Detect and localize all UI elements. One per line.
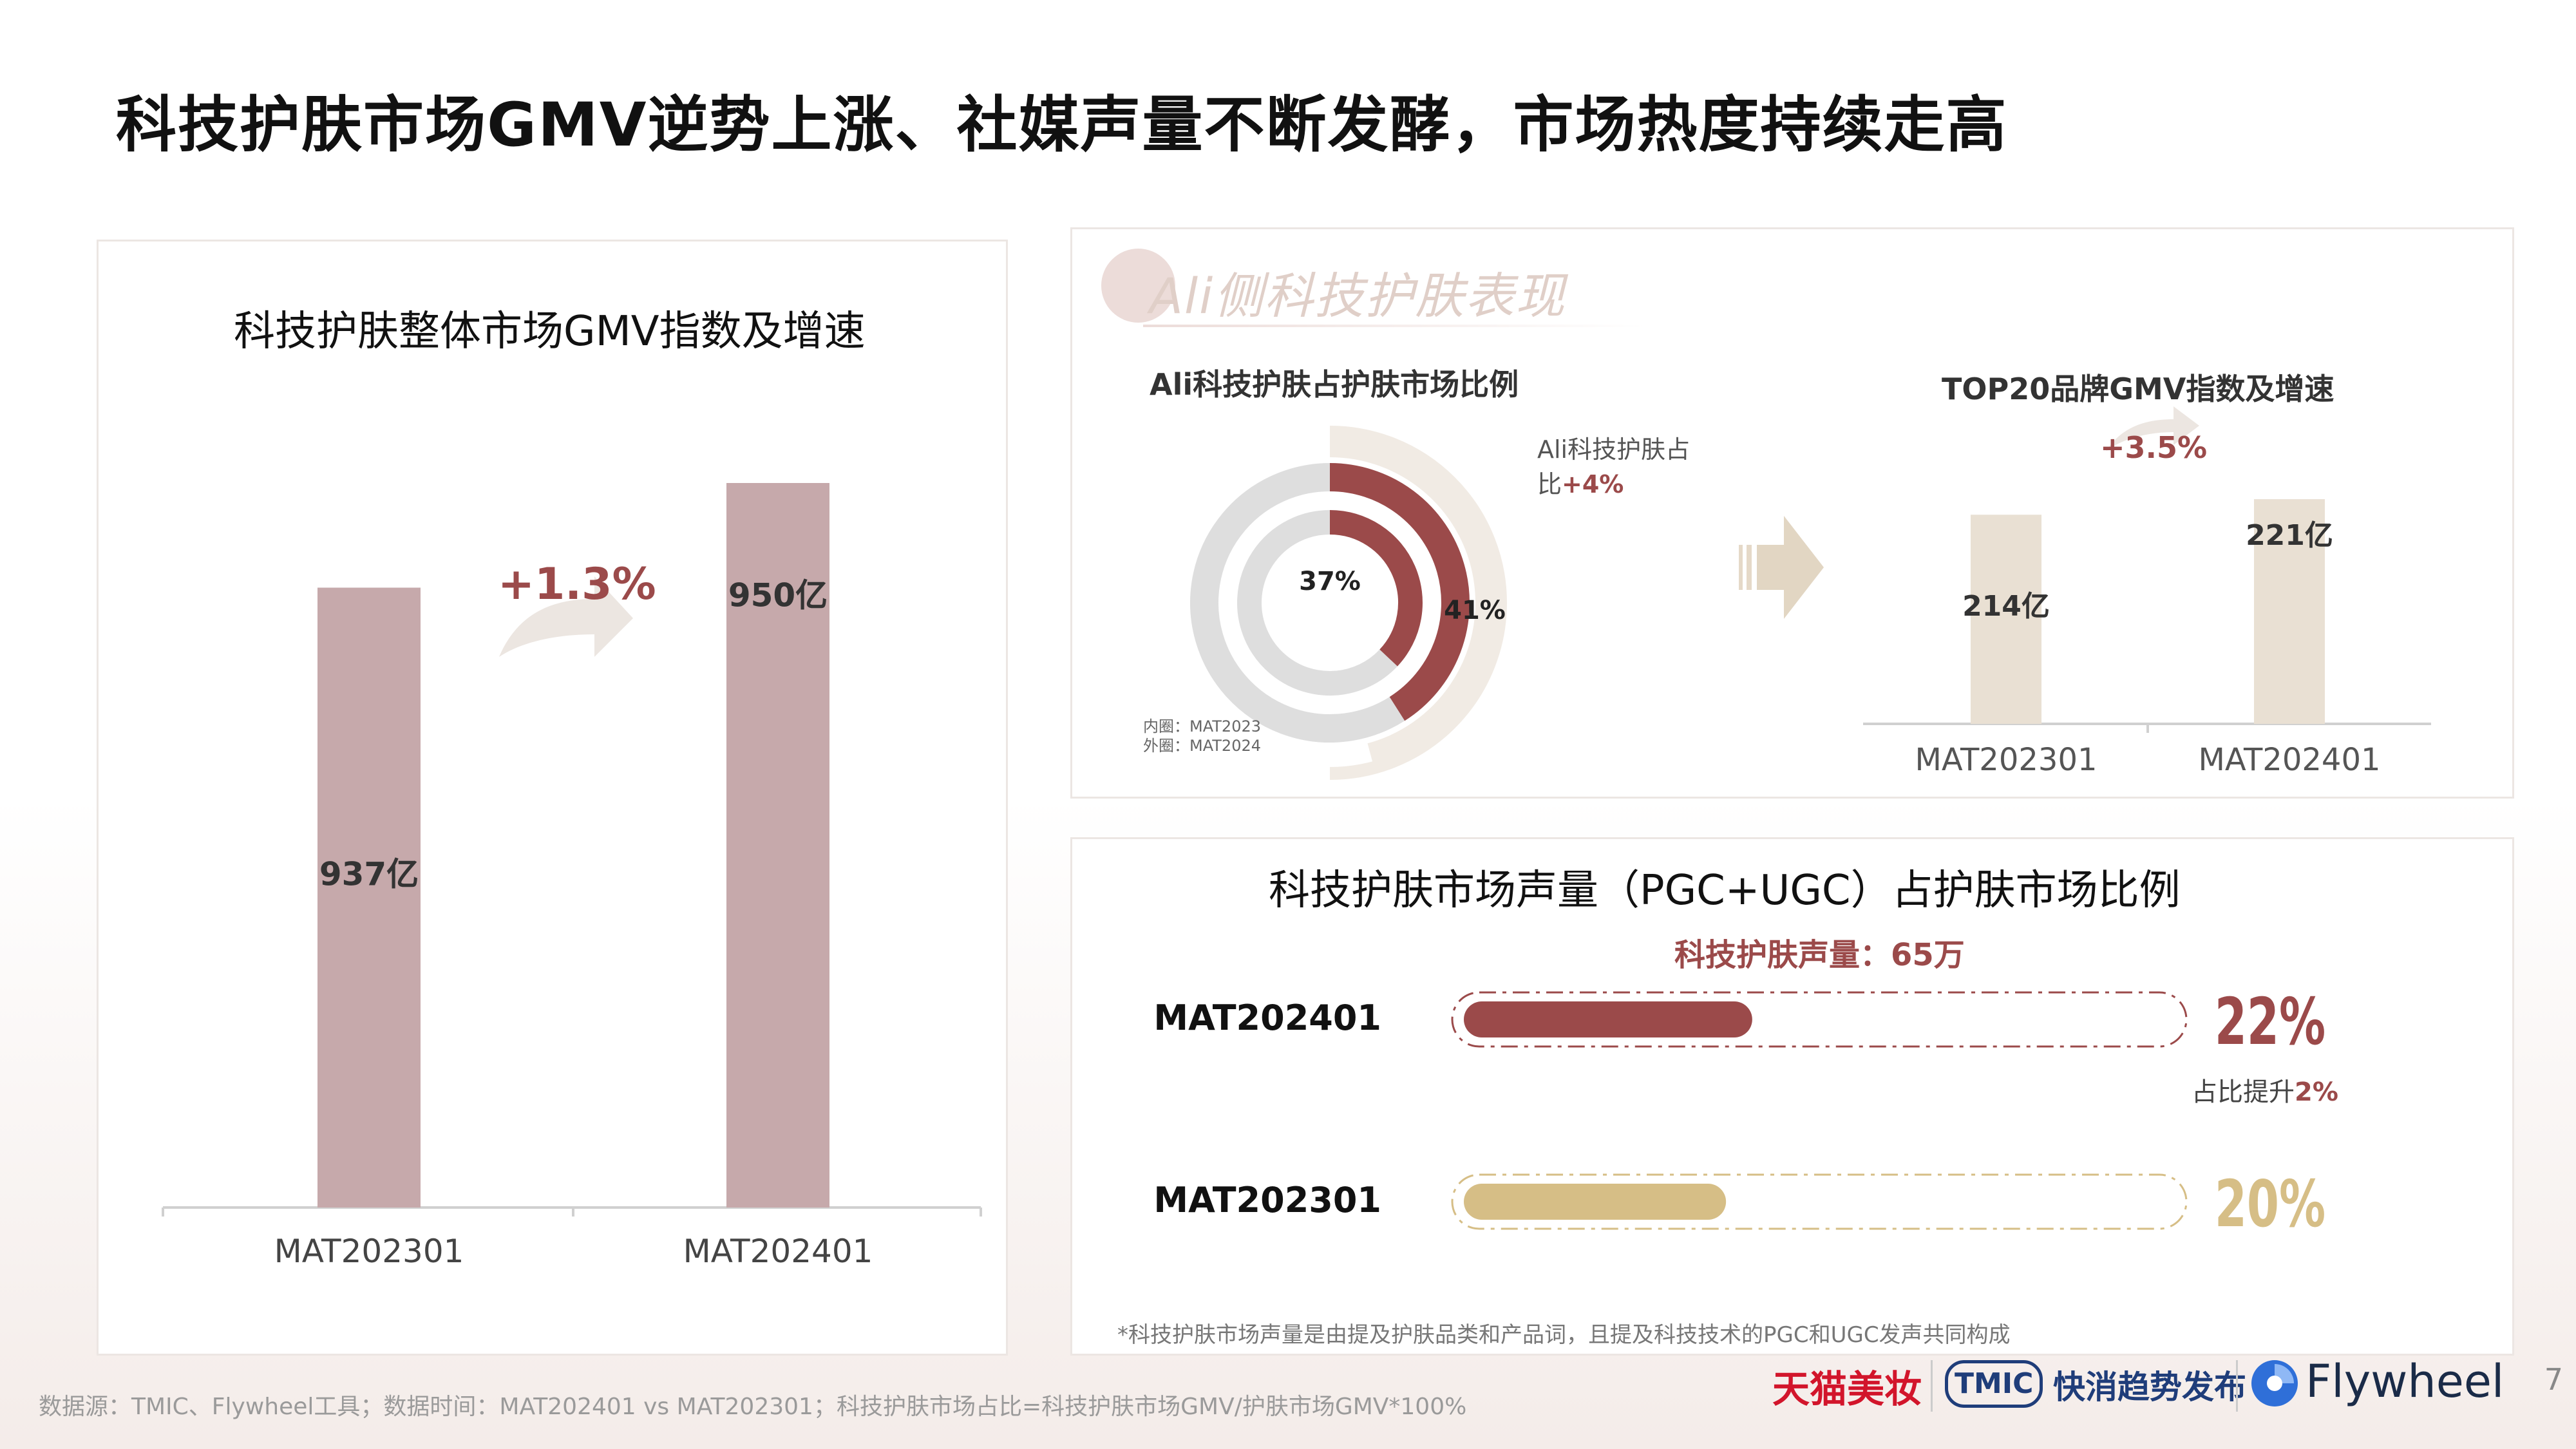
donut-annotation-line2: 比+4%: [1537, 467, 1690, 502]
left-chart-title: 科技护肤整体市场GMV指数及增速: [234, 308, 866, 355]
donut-inner-slice: [1329, 510, 1423, 667]
row-label: MAT202301: [1153, 1180, 1381, 1220]
top20-chart-title: TOP20品牌GMV指数及增速: [1942, 372, 2334, 406]
x-tick-label: MAT202301: [1915, 742, 2097, 778]
bar: [1971, 515, 2041, 724]
arrow-right-icon: [1739, 516, 1824, 619]
tmall-beauty-logo: 天猫美妆: [1772, 1367, 1922, 1411]
x-tick-label: MAT202301: [274, 1233, 464, 1270]
donut-note-outer: 外圈：MAT2024: [1143, 737, 1261, 755]
donut-outer-label: 41%: [1444, 596, 1506, 625]
voice-panel: 科技护肤市场声量（PGC+UGC）占护肤市场比例 科技护肤声量：65万 MAT2…: [1070, 837, 2514, 1356]
share-lift-value: 2%: [2295, 1077, 2338, 1107]
share-bar: [1464, 1184, 1727, 1220]
donut-inner-rest: [1237, 510, 1397, 696]
left-bar-chart: 937亿 MAT202301 950亿 MAT202401 +1.3%: [162, 483, 982, 1270]
donut-outer-rest: [1190, 463, 1405, 743]
row-label: MAT202401: [1153, 998, 1381, 1038]
page-number: 7: [2544, 1362, 2563, 1397]
bar-data-label: 950亿: [728, 576, 828, 614]
growth-arrow-icon: [2106, 406, 2199, 451]
bar: [317, 587, 421, 1208]
source-footer: 数据源：TMIC、Flywheel工具；数据时间：MAT202401 vs MA…: [39, 1394, 1467, 1420]
bar: [2254, 499, 2325, 724]
share-value-label: 22%: [2215, 984, 2325, 1059]
flywheel-icon: [2251, 1360, 2298, 1406]
x-tick-label: MAT202401: [2198, 742, 2380, 778]
bar-data-label: 214亿: [1962, 590, 2050, 623]
voice-footnote: *科技护肤市场声量是由提及护肤品类和产品词，且提及科技技术的PGC和UGC发声共…: [1117, 1322, 2011, 1348]
share-value-label: 20%: [2215, 1166, 2325, 1242]
share-bar: [1464, 1001, 1752, 1037]
badge-circle: [1101, 249, 1175, 323]
page-title: 科技护肤市场GMV逆势上涨、社媒声量不断发酵，市场热度持续走高: [116, 90, 2008, 160]
donut-chart-title: Ali科技护肤占护肤市场比例: [1150, 367, 1519, 402]
bar: [726, 483, 829, 1208]
badge-title: Ali侧科技护肤表现: [1150, 267, 1566, 325]
donut-chart: 37% 41%: [1190, 426, 1507, 780]
left-chart-panel: 科技护肤整体市场GMV指数及增速 937亿 MAT202301 950亿 MAT202…: [97, 240, 1008, 1356]
donut-note-inner: 内圈：MAT2023: [1143, 717, 1261, 735]
donut-outer-band: [1329, 426, 1506, 773]
voice-bar-chart: MAT202401 22% MAT202301 20%: [1153, 984, 2325, 1242]
growth-arrow-icon: [499, 576, 633, 657]
bar-data-label: 221亿: [2246, 519, 2333, 552]
growth-label: +1.3%: [498, 559, 656, 610]
badge-underline: [1143, 325, 1645, 327]
share-lift-prefix: 占比提升: [2192, 1077, 2295, 1107]
logo-divider: [1931, 1360, 1933, 1412]
track-outline: [1451, 991, 2188, 1048]
tmic-trend-text: 快消趋势发布: [2053, 1368, 2246, 1406]
donut-annotation-prefix: 比: [1537, 470, 1562, 498]
tmic-logo: TMIC: [1945, 1360, 2043, 1408]
donut-annotation-line1: Ali科技护肤占: [1537, 435, 1690, 464]
tmic-logo-text: TMIC: [1955, 1367, 2034, 1400]
donut-inner-label: 37%: [1299, 567, 1361, 596]
voice-volume-label: 科技护肤声量：65万: [1674, 937, 1965, 973]
flywheel-logo-text: Flywheel: [2306, 1355, 2505, 1408]
track-outline: [1451, 1173, 2188, 1230]
donut-annotation: Ali科技护肤占 比+4%: [1537, 432, 1690, 502]
growth-label: +3.5%: [2100, 430, 2207, 465]
x-tick-label: MAT202401: [683, 1233, 873, 1270]
donut-annotation-value: +4%: [1562, 470, 1624, 498]
share-lift-note: 占比提升2%: [2192, 1071, 2338, 1108]
ali-panel: Ali侧科技护肤表现 Ali科技护肤占护肤市场比例 TOP20品牌GMV指数及增…: [1070, 227, 2514, 799]
bar-data-label: 937亿: [319, 856, 419, 893]
voice-chart-title: 科技护肤市场声量（PGC+UGC）占护肤市场比例: [1269, 867, 2181, 914]
top20-bar-chart: 214亿 MAT202301 221亿 MAT202401 +3.5%: [1863, 406, 2431, 778]
donut-outer-slice: [1329, 463, 1470, 721]
logo-divider-2: [2236, 1360, 2238, 1412]
